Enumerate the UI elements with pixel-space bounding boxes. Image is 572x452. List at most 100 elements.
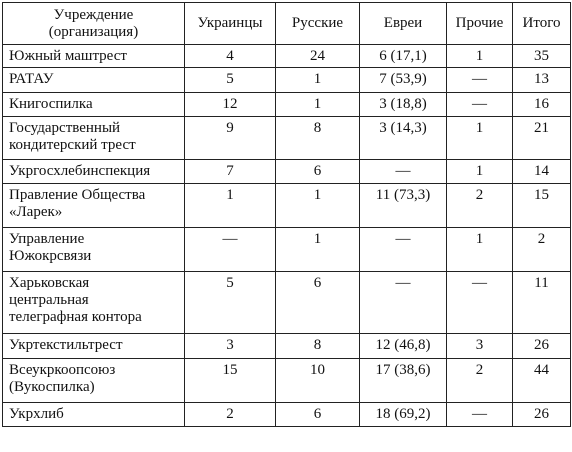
cell-russians: 6: [275, 402, 360, 427]
header-jews: Евреи: [359, 2, 447, 45]
cell-organization: Книгоспилка: [2, 92, 185, 117]
table-row: Укрхлиб 2 6 18 (69,2) —26: [2, 402, 571, 427]
organization-name-line: центральная: [9, 292, 89, 308]
organization-name-line: (Вукоспилка): [9, 379, 95, 395]
cell-others: —: [446, 271, 513, 334]
table-body: Южный маштрест 4 24 6 (17,1) 1 35 РАТАУ 5 1 7 (53…: [2, 44, 571, 427]
organization-name-line: Книгоспилка: [9, 96, 93, 112]
cell-total: 2: [512, 227, 571, 272]
organization-name-line: Правление Общества: [9, 187, 146, 203]
cell-ukrainians: 15: [184, 358, 276, 403]
header-russians: Русские: [275, 2, 360, 45]
organization-name-line: кондитерский трест: [9, 137, 136, 153]
cell-total: 44: [512, 358, 571, 403]
organization-name-line: «Ларек»: [9, 204, 63, 220]
cell-others: 3: [446, 333, 513, 359]
cell-total: 21: [512, 116, 571, 160]
table-row: Книгоспилка 12 1 3 (18,8) —16: [2, 92, 571, 117]
organization-name-line: Укртекстильтрест: [9, 337, 123, 353]
cell-jews: 3 (18,8): [359, 92, 447, 117]
cell-ukrainians: 4: [184, 44, 276, 68]
cell-jews: 17 (38,6): [359, 358, 447, 403]
header-org-line: Учреждение: [53, 6, 134, 23]
cell-organization: Укрхлиб: [2, 402, 185, 427]
cell-jews: 12 (46,8): [359, 333, 447, 359]
cell-ukrainians: 12: [184, 92, 276, 117]
header-org-line: (организация): [48, 23, 139, 40]
cell-russians: 1: [275, 183, 360, 228]
cell-ukrainians: —: [184, 227, 276, 272]
cell-jews: —: [359, 271, 447, 334]
cell-total: 13: [512, 67, 571, 93]
organization-name-line: телеграфная контора: [9, 309, 142, 325]
cell-others: —: [446, 92, 513, 117]
table-row: Всеукркоопсоюз (Вукоспилка) 15 10 17 (38,6) 2…: [2, 358, 571, 403]
cell-total: 26: [512, 402, 571, 427]
cell-russians: 6: [275, 159, 360, 184]
cell-jews: —: [359, 227, 447, 272]
cell-total: 16: [512, 92, 571, 117]
cell-others: 2: [446, 183, 513, 228]
cell-organization: Государственный кондитерский трест: [2, 116, 185, 160]
header-total: Итого: [512, 2, 571, 45]
cell-organization: Управление Южокрсвязи: [2, 227, 185, 272]
table-row: РАТАУ 5 1 7 (53,9) —13: [2, 67, 571, 93]
cell-organization: Укртекстильтрест: [2, 333, 185, 359]
header-org: Учреждение (организация): [2, 2, 185, 45]
cell-ukrainians: 5: [184, 271, 276, 334]
cell-others: 1: [446, 44, 513, 68]
cell-organization: Южный маштрест: [2, 44, 185, 68]
cell-russians: 6: [275, 271, 360, 334]
institutions-table: Учреждение (организация) Украинцы Русски…: [2, 2, 571, 427]
header-others: Прочие: [446, 2, 513, 45]
cell-others: 1: [446, 227, 513, 272]
cell-others: 1: [446, 116, 513, 160]
organization-name-line: Южокрсвязи: [9, 248, 92, 264]
organization-name-line: Управление: [9, 231, 85, 247]
cell-russians: 1: [275, 92, 360, 117]
organization-name-line: Укрхлиб: [9, 406, 64, 422]
table-row: Правление Общества «Ларек» 1 1 11 (73,3) 2 15: [2, 183, 571, 228]
cell-jews: 11 (73,3): [359, 183, 447, 228]
cell-russians: 8: [275, 116, 360, 160]
cell-total: 15: [512, 183, 571, 228]
organization-name-line: РАТАУ: [9, 71, 54, 87]
table-row: Укртекстильтрест 3 8 12 (46,8) 3 26: [2, 333, 571, 359]
cell-ukrainians: 7: [184, 159, 276, 184]
cell-others: —: [446, 402, 513, 427]
cell-jews: —: [359, 159, 447, 184]
table-row: Южный маштрест 4 24 6 (17,1) 1 35: [2, 44, 571, 68]
organization-name-line: Укргосхлебинспекция: [9, 163, 151, 179]
organization-name-line: Государственный: [9, 120, 121, 136]
cell-ukrainians: 3: [184, 333, 276, 359]
cell-ukrainians: 1: [184, 183, 276, 228]
cell-ukrainians: 2: [184, 402, 276, 427]
cell-ukrainians: 9: [184, 116, 276, 160]
organization-name-line: Харьковская: [9, 275, 90, 291]
table-row: Управление Южокрсвязи —1—1 2: [2, 227, 571, 272]
cell-jews: 18 (69,2): [359, 402, 447, 427]
cell-russians: 1: [275, 227, 360, 272]
cell-organization: Правление Общества «Ларек»: [2, 183, 185, 228]
cell-organization: Укргосхлебинспекция: [2, 159, 185, 184]
table-row: Государственный кондитерский трест 9 8 3 (14…: [2, 116, 571, 160]
cell-ukrainians: 5: [184, 67, 276, 93]
organization-name-line: Всеукркоопсоюз: [9, 362, 116, 378]
cell-others: 1: [446, 159, 513, 184]
cell-total: 11: [512, 271, 571, 334]
cell-organization: Всеукркоопсоюз (Вукоспилка): [2, 358, 185, 403]
cell-jews: 3 (14,3): [359, 116, 447, 160]
cell-russians: 24: [275, 44, 360, 68]
cell-others: 2: [446, 358, 513, 403]
cell-total: 35: [512, 44, 571, 68]
cell-jews: 6 (17,1): [359, 44, 447, 68]
table-row: Укргосхлебинспекция 7 6—1 14: [2, 159, 571, 184]
cell-total: 26: [512, 333, 571, 359]
table-row: Харьковская центральная телеграфная контор…: [2, 271, 571, 334]
cell-others: —: [446, 67, 513, 93]
cell-total: 14: [512, 159, 571, 184]
cell-jews: 7 (53,9): [359, 67, 447, 93]
cell-russians: 10: [275, 358, 360, 403]
organization-name-line: Южный маштрест: [9, 48, 127, 64]
cell-organization: Харьковская центральная телеграфная контор…: [2, 271, 185, 334]
